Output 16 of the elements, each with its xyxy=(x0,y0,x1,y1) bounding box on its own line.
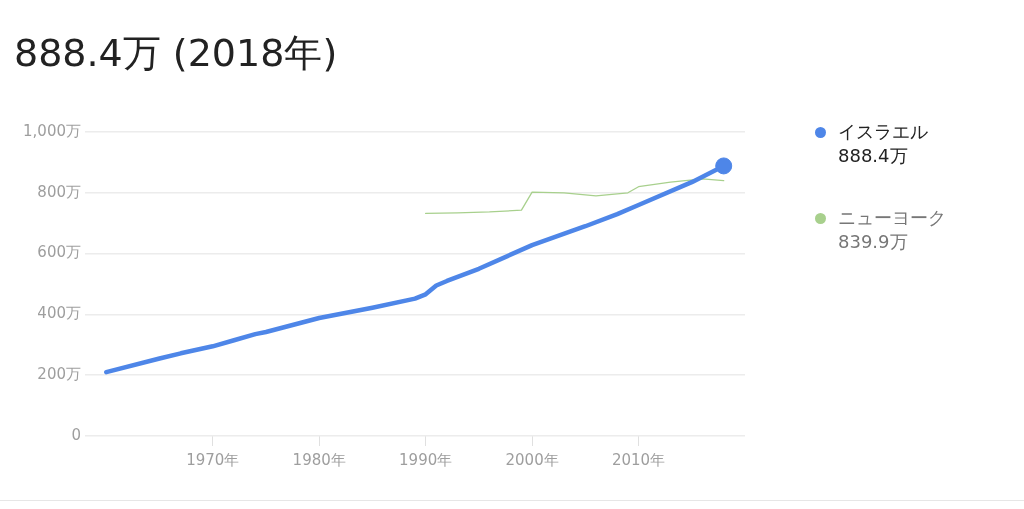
chart-title: 888.4万 (2018年) xyxy=(14,30,338,77)
y-tick-label: 1,000万 xyxy=(23,121,81,140)
y-tick-label: 0 xyxy=(71,425,81,444)
x-tick-label: 1980年 xyxy=(292,450,346,469)
y-tick-label: 200万 xyxy=(37,365,81,384)
text: 888.4万 xyxy=(838,144,909,168)
y-tick-label: 800万 xyxy=(37,182,81,201)
text: 839.9万 xyxy=(838,230,909,254)
x-tick-label: 2010年 xyxy=(611,450,666,469)
y-tick-label: 600万 xyxy=(37,243,81,262)
x-tick-label: 1970年 xyxy=(186,450,240,469)
legend-label: イスラエル xyxy=(838,120,928,144)
x-tick-label: 2000年 xyxy=(505,450,559,469)
x-tick-label: 1990年 xyxy=(399,450,453,469)
y-tick-label: 400万 xyxy=(37,304,81,323)
legend-label: ニューヨーク xyxy=(838,206,946,230)
